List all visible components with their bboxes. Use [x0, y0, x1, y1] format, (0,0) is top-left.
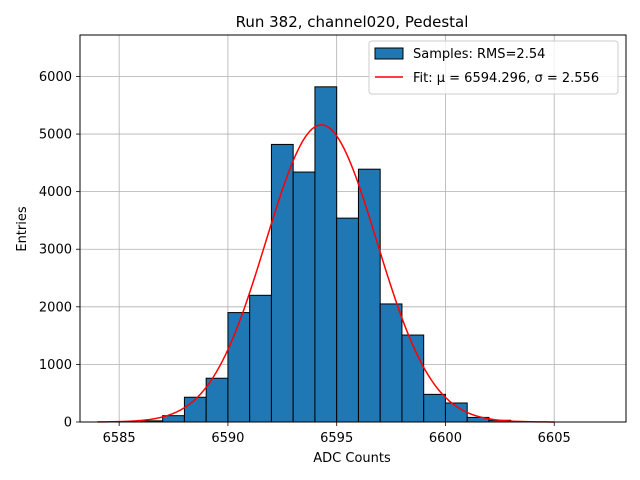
fit-curve-layer [97, 124, 555, 423]
x-tick-label-3: 6600 [429, 431, 462, 446]
x-tick-label-2: 6595 [320, 431, 353, 446]
histogram-bar-6 [270, 143, 294, 423]
histogram-bar-3 [205, 377, 229, 423]
y-tick-label-1: 1000 [39, 358, 72, 373]
legend-box [368, 40, 619, 95]
y-tick-label-6: 6000 [39, 70, 72, 85]
y-tick-label-4: 4000 [39, 185, 72, 200]
y-axis-ticks: 0 1000 2000 3000 4000 5000 6000 [39, 70, 80, 431]
fit-curve [97, 124, 555, 423]
histogram-bar-12 [401, 334, 425, 423]
x-tick-label-4: 6605 [538, 431, 571, 446]
histogram-bar-9 [336, 217, 359, 423]
histogram-bar-13 [423, 393, 446, 423]
y-tick-label-0: 0 [64, 416, 72, 431]
histogram-bar-8 [314, 86, 338, 423]
y-tick-label-3: 3000 [39, 243, 72, 258]
legend-label-samples: Samples: RMS=2.54 [413, 47, 545, 62]
legend: Samples: RMS=2.54 Fit: μ = 6594.296, σ =… [368, 40, 619, 95]
chart-title: Run 382, channel020, Pedestal [236, 13, 469, 31]
x-axis-ticks: 6585 6590 6595 6600 6605 [103, 422, 571, 446]
histogram-bar-5 [249, 294, 272, 423]
histogram-bar-7 [292, 171, 316, 423]
legend-label-fit: Fit: μ = 6594.296, σ = 2.556 [413, 71, 599, 86]
histogram-bar-2 [183, 396, 207, 423]
x-tick-label-0: 6585 [103, 431, 136, 446]
histogram-bar-4 [227, 312, 251, 423]
x-tick-label-1: 6590 [211, 431, 244, 446]
y-tick-label-2: 2000 [39, 300, 72, 315]
y-axis-label: Entries [15, 206, 30, 252]
histogram-bars [140, 86, 512, 423]
legend-swatch-samples [374, 47, 404, 60]
histogram-bar-10 [357, 168, 381, 423]
histogram-bar-11 [379, 303, 403, 423]
y-tick-label-5: 5000 [39, 128, 72, 143]
plot-frame [79, 34, 627, 423]
x-axis-label: ADC Counts [313, 451, 391, 466]
